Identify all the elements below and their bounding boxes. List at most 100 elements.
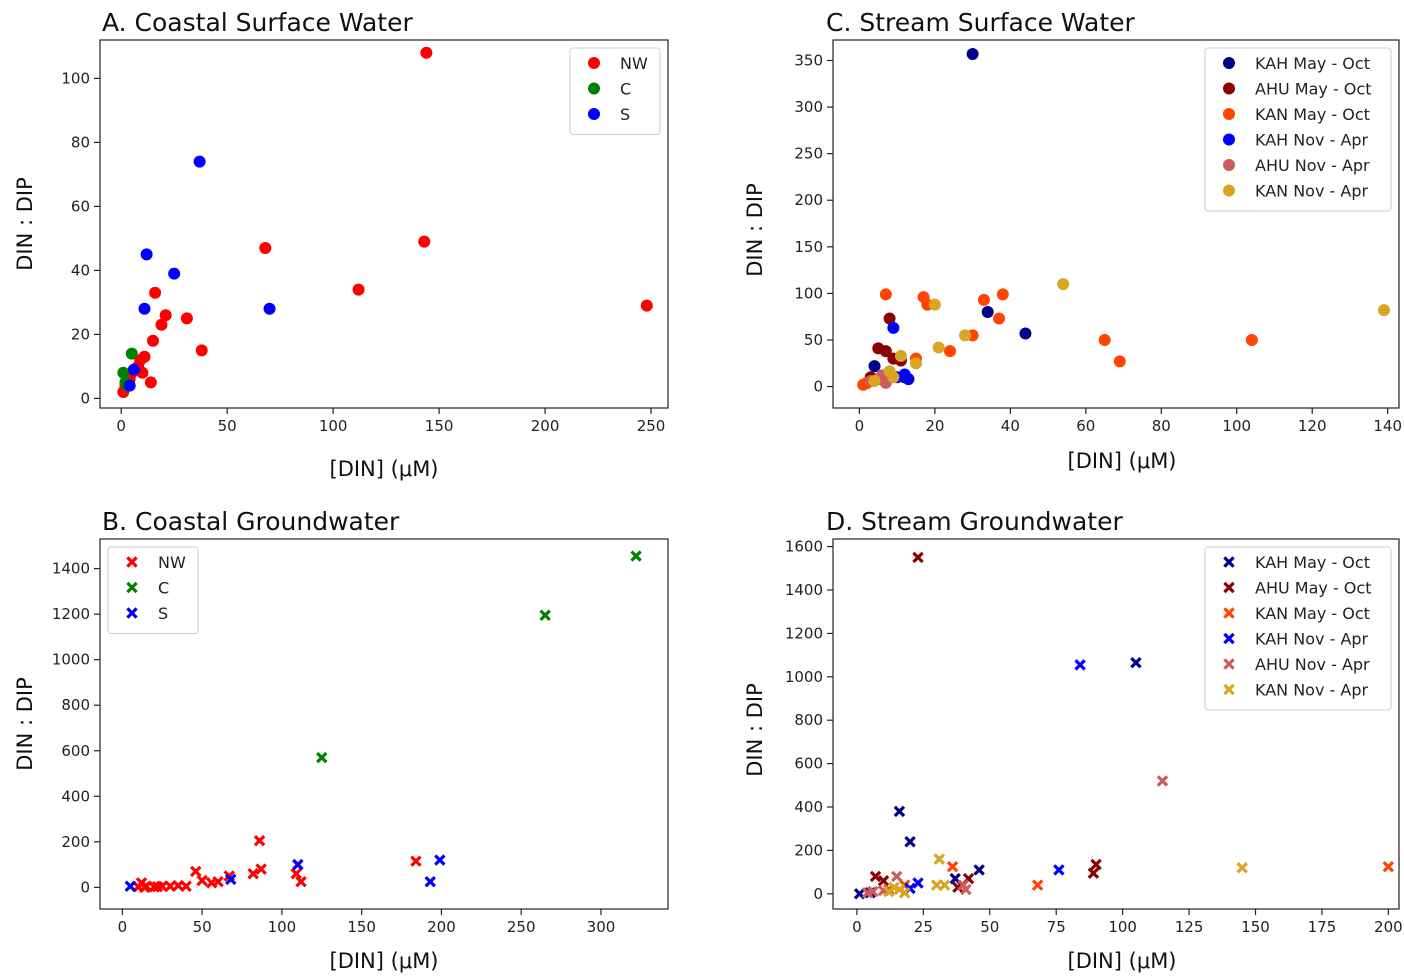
chart-3-legend-marker-kan-nov-apr — [1223, 683, 1235, 696]
chart-0-point-s — [263, 302, 276, 315]
chart-0-x-tick-label: 0 — [116, 417, 126, 435]
chart-3-legend-label-ahu-may-oct: AHU May - Oct — [1255, 579, 1371, 598]
chart-1-x-axis-label: [DIN] (μM) — [330, 949, 439, 973]
chart-3-legend-label-kan-may-oct: KAN May - Oct — [1255, 604, 1370, 623]
chart-0-point-nw — [352, 283, 365, 296]
chart-1-x-tick-label: 300 — [587, 918, 616, 936]
chart-0-point-c — [125, 347, 138, 360]
chart-0-point-nw — [180, 312, 193, 325]
chart-0-y-axis-label: DIN : DIP — [13, 177, 37, 271]
chart-0-title: A. Coastal Surface Water — [102, 8, 413, 37]
chart-0-point-nw — [159, 309, 172, 322]
chart-3-x-axis-label: [DIN] (μM) — [1068, 949, 1177, 973]
chart-3-y-axis-label: DIN : DIP — [743, 683, 767, 777]
chart-0-legend-marker-nw — [588, 57, 600, 69]
chart-1-point-s — [424, 875, 437, 888]
chart-1-point-s — [124, 880, 137, 892]
chart-0-point-nw — [195, 344, 208, 357]
chart-2-y-tick-label: 250 — [794, 145, 823, 163]
chart-1-point-c — [630, 550, 642, 562]
chart-0-plot-frame — [99, 39, 669, 409]
chart-1-y-tick-label: 1400 — [52, 560, 90, 578]
chart-3-y-tick-label: 1400 — [785, 581, 823, 599]
chart-1-point-nw — [255, 863, 267, 875]
chart-1-legend-item-c: C — [126, 579, 169, 598]
chart-2-x-tick-label: 140 — [1373, 417, 1402, 435]
chart-3-legend-item-ahu-may-oct: AHU May - Oct — [1223, 579, 1371, 598]
chart-2-x-tick-label: 20 — [925, 417, 944, 435]
chart-3-point-kah-nov-apr — [1053, 864, 1065, 876]
chart-0-legend-label-c: C — [620, 80, 631, 99]
chart-0-y-tick-label: 0 — [80, 389, 90, 407]
panel-b-coastal-groundwater: B. Coastal Groundwater 0 50 100 150 200 250 300… — [13, 507, 669, 973]
chart-2-legend-marker-kah-may-oct — [1223, 57, 1235, 69]
chart-3-point-kan-nov-apr — [938, 879, 951, 891]
chart-2-point-kan-may-oct — [879, 288, 892, 301]
chart-3-y-tick-label: 1200 — [785, 624, 823, 642]
chart-2-point-kan-nov-apr — [1057, 278, 1070, 291]
chart-1-x-tick-label: 150 — [347, 918, 376, 936]
chart-3-legend-label-kah-nov-apr: KAH Nov - Apr — [1255, 630, 1369, 649]
chart-3-y-tick-label: 600 — [794, 755, 823, 773]
chart-2-legend-item-kah-may-oct: KAH May - Oct — [1223, 54, 1370, 73]
chart-2-x-tick-label: 100 — [1222, 417, 1251, 435]
chart-1-point-nw — [410, 855, 422, 867]
chart-3-point-ahu-may-oct — [1087, 867, 1100, 879]
chart-1-point-nw — [290, 867, 302, 880]
chart-2-point-kan-nov-apr — [887, 371, 900, 384]
chart-2-points — [857, 47, 1390, 391]
chart-3-plot-frame — [832, 538, 1400, 910]
chart-2-x-axis-label: [DIN] (μM) — [1068, 449, 1177, 473]
chart-0-series-s — [123, 155, 276, 392]
chart-3-legend-marker-ahu-nov-apr — [1223, 658, 1235, 670]
chart-3-series-ahu-nov-apr — [861, 775, 1169, 899]
chart-3-legend-marker-ahu-may-oct — [1223, 581, 1235, 594]
chart-0-legend: NW CS — [569, 47, 661, 135]
chart-3-point-kah-may-oct — [893, 805, 906, 818]
chart-2-legend-item-kan-may-oct: KAN May - Oct — [1223, 105, 1370, 124]
chart-0-point-nw — [418, 235, 431, 248]
chart-2-point-ahu-may-oct — [879, 345, 892, 358]
chart-3-legend-item-kah-nov-apr: KAH Nov - Apr — [1223, 630, 1369, 649]
chart-2-y-tick-label: 150 — [794, 238, 823, 256]
chart-1-legend-item-nw: NW — [126, 553, 186, 572]
chart-3-x-tick-label: 200 — [1374, 918, 1403, 936]
chart-0-point-c — [117, 366, 130, 379]
chart-3-point-kan-nov-apr — [933, 853, 946, 865]
chart-2-point-kan-nov-apr — [894, 349, 907, 362]
chart-2-legend-label-kah-may-oct: KAH May - Oct — [1255, 54, 1370, 73]
chart-0-point-nw — [155, 318, 168, 331]
chart-3-legend-item-ahu-nov-apr: AHU Nov - Apr — [1223, 655, 1370, 674]
chart-2-point-kan-may-oct — [993, 312, 1006, 325]
chart-0-point-s — [140, 248, 153, 261]
chart-1-x-tick-label: 100 — [268, 918, 297, 936]
chart-1-point-c — [316, 751, 328, 764]
chart-2-point-kan-may-oct — [977, 293, 990, 306]
chart-3-y-tick-label: 200 — [794, 841, 823, 859]
chart-1-legend-item-s: S — [126, 604, 168, 623]
chart-0-point-s — [127, 363, 140, 376]
chart-3-legend-marker-kah-may-oct — [1223, 556, 1235, 568]
chart-2-point-kah-may-oct — [966, 47, 979, 60]
chart-1-y-tick-label: 1200 — [52, 605, 90, 623]
chart-3-point-ahu-may-oct — [912, 551, 924, 564]
chart-2-y-tick-label: 0 — [813, 378, 823, 396]
chart-1-legend-marker-nw — [126, 556, 138, 568]
chart-0-legend-marker-c — [588, 82, 600, 95]
chart-2-point-kan-nov-apr — [932, 341, 945, 354]
chart-1-point-nw — [189, 865, 202, 878]
panel-a-coastal-surface-water: A. Coastal Surface Water 0 50 100 150 200 250 0… — [13, 8, 669, 481]
chart-1-y-tick-label: 0 — [80, 878, 90, 896]
chart-1-legend: NW CS — [107, 546, 199, 634]
chart-2-point-kan-nov-apr — [1377, 304, 1390, 317]
chart-1-x-tick-label: 50 — [193, 918, 212, 936]
chart-2-legend-item-ahu-may-oct: AHU May - Oct — [1223, 80, 1371, 99]
chart-2-point-kan-may-oct — [943, 345, 956, 358]
chart-2-legend-marker-kan-nov-apr — [1223, 184, 1235, 197]
chart-0-x-tick-label: 50 — [218, 417, 237, 435]
chart-3-y-tick-label: 400 — [794, 798, 823, 816]
chart-2-series-kan-may-oct — [857, 288, 1258, 391]
chart-1-y-tick-label: 400 — [61, 787, 90, 805]
chart-1-point-nw — [196, 874, 208, 887]
chart-3-point-ahu-nov-apr — [891, 870, 903, 883]
